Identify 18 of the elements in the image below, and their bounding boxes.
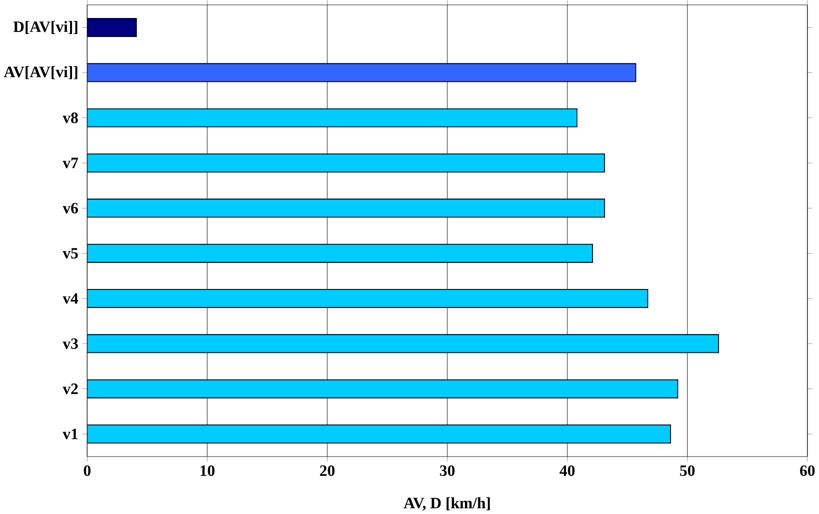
x-tick-label: 30 (440, 465, 455, 476)
x-tick-label: 40 (560, 465, 575, 476)
y-tick-label: v6 (62, 202, 78, 214)
x-tick-label: 0 (84, 465, 91, 476)
y-tick-label: v4 (62, 293, 78, 304)
y-tick-label: v7 (62, 158, 78, 168)
y-tick-label: v1 (62, 428, 78, 440)
x-tick-label: 20 (320, 465, 335, 476)
x-tick-label: 60 (800, 465, 815, 476)
x-axis-title: AV, D [km/h] (404, 497, 490, 510)
y-tick-label: v8 (62, 112, 78, 123)
x-tick-label: 50 (680, 465, 695, 476)
y-tick-label: D[AV[vi]] (13, 20, 78, 34)
y-tick-label: v5 (62, 248, 78, 258)
y-tick-label: v3 (62, 338, 78, 349)
x-tick-label: 10 (200, 465, 214, 476)
y-tick-label: v2 (62, 383, 78, 394)
y-tick-label: AV[AV[vi]] (4, 66, 78, 79)
